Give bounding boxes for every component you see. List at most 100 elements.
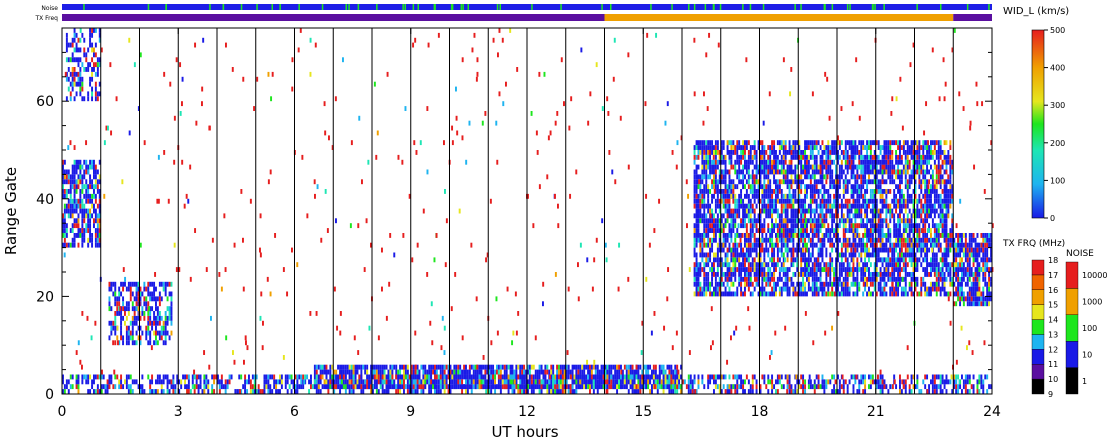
scatter-cell (730, 150, 733, 155)
scatter-cell (850, 169, 853, 175)
scatter-cell (806, 223, 808, 229)
scatter-cell (823, 286, 826, 292)
scatter-cell (430, 379, 433, 385)
scatter-cell (559, 369, 562, 375)
scatter-cell (819, 262, 822, 268)
scatter-cell (769, 179, 772, 185)
scatter-cell (838, 223, 841, 229)
scatter-cell (701, 154, 704, 160)
scatter-cell (124, 320, 126, 326)
scatter-cell (527, 369, 529, 375)
scatter-cell (881, 208, 884, 214)
scatter-cell (753, 223, 756, 229)
scatter-cell (730, 276, 733, 282)
scatter-cell (422, 369, 425, 375)
scatter-cell (98, 228, 101, 233)
scatter-cell (62, 193, 64, 199)
scatter-cell (435, 384, 438, 390)
scatter-cell (860, 174, 863, 180)
scatter-cell (838, 203, 841, 209)
scatter-cell (89, 198, 92, 204)
scatter-cell (348, 374, 351, 380)
scatter-cell (796, 374, 799, 380)
scatter-cell (414, 384, 417, 390)
scatter-cell (792, 247, 795, 253)
scatter-cell (807, 218, 810, 224)
scatter-cell (67, 42, 70, 48)
scatter-cell (370, 384, 373, 390)
scatter-cell (767, 374, 770, 380)
scatter-cell (761, 154, 764, 160)
scatter-cell (507, 389, 510, 394)
scatter-cell (887, 237, 890, 243)
scatter-cell (290, 379, 293, 385)
scatter-cell (631, 369, 634, 375)
scatter-cell (776, 242, 779, 248)
scatter-cell (835, 164, 838, 170)
scatter-cell (713, 193, 715, 199)
scatter-cell (761, 272, 764, 277)
scatter-cell (850, 203, 853, 209)
scatter-cell (125, 374, 128, 380)
scatter-cell (81, 198, 84, 204)
scatter-cell (811, 154, 814, 160)
scatter-cell (837, 154, 839, 160)
scatter-cell (120, 311, 123, 316)
scatter-cell (825, 291, 828, 297)
scatter-cell (360, 364, 363, 370)
scatter-cell (751, 291, 754, 297)
scatter-cell (83, 203, 86, 209)
scatter-cell (883, 189, 886, 194)
scatter-cell (877, 228, 880, 233)
scatter-cell (641, 374, 644, 380)
scatter-cell (868, 257, 870, 263)
scatter-cell (864, 247, 867, 253)
scatter-cell (199, 384, 202, 390)
scatter-cell (835, 389, 838, 394)
scatter-cell (83, 169, 86, 175)
scatter-cell (534, 374, 537, 380)
scatter-cell (854, 140, 857, 146)
scatter-cell (83, 208, 86, 214)
scatter-cell (341, 384, 343, 390)
scatter-cell (883, 272, 886, 277)
scatter-cell (815, 154, 818, 160)
scatter-cell (757, 267, 760, 272)
scatter-cell (693, 169, 696, 175)
scatter-cell (825, 169, 828, 175)
scatter-cell (406, 389, 409, 394)
scatter-cell (811, 169, 814, 175)
scatter-cell (125, 325, 128, 331)
scatter-cell (397, 374, 400, 380)
scatter-cell (854, 189, 857, 194)
scatter-cell (738, 154, 741, 160)
scatter-cell (885, 257, 888, 263)
scatter-cell (87, 198, 90, 204)
scatter-cell (323, 364, 326, 370)
scatter-cell (207, 389, 210, 394)
scatter-cell (275, 389, 278, 394)
scatter-cell (751, 154, 754, 160)
scatter-cell (800, 291, 803, 297)
scatter-cell (831, 145, 834, 150)
scatter-cell (197, 389, 200, 394)
scatter-cell (63, 208, 66, 214)
scatter-cell (538, 369, 541, 375)
scatter-cell (73, 233, 76, 238)
scatter-cell (871, 233, 874, 238)
scatter-cell (837, 228, 839, 233)
scatter-cell (709, 169, 712, 175)
scatter-cell (65, 193, 68, 199)
scatter-cell (885, 208, 888, 214)
scatter-cell (757, 242, 760, 248)
scatter-cell (125, 335, 128, 341)
scatter-cell (356, 369, 359, 375)
scatter-cell (364, 369, 367, 375)
scatter-cell (837, 281, 839, 287)
scatter-cell (296, 384, 299, 390)
scatter-cell (224, 379, 227, 385)
scatter-cell (860, 203, 863, 209)
scatter-cell (424, 364, 427, 370)
scatter-cell (775, 291, 777, 297)
scatter-cell (771, 145, 774, 150)
